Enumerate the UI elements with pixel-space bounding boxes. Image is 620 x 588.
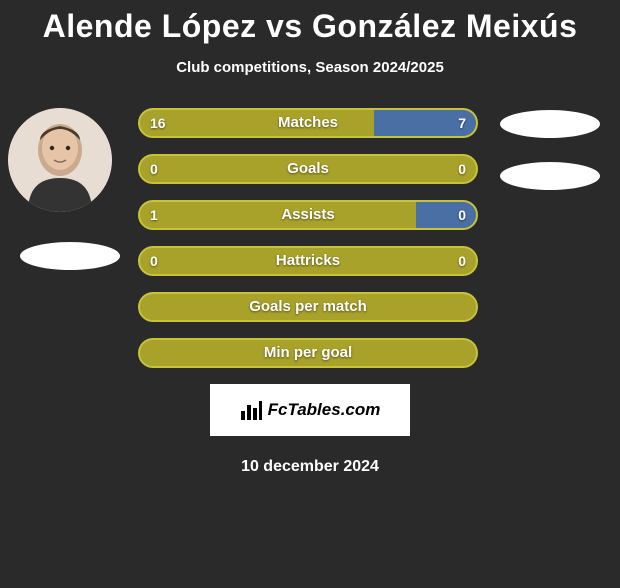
stat-label: Goals [140, 156, 476, 182]
stat-value-left: 0 [150, 156, 158, 182]
stat-row-min-per-goal: Min per goal [138, 338, 478, 368]
stat-bars: 16 Matches 7 0 Goals 0 1 Assists 0 0 Hat… [138, 108, 478, 368]
avatar-placeholder-icon [8, 108, 112, 212]
date-text: 10 december 2024 [0, 458, 620, 476]
stat-row-goals-per-match: Goals per match [138, 292, 478, 322]
bars-icon [240, 399, 262, 421]
stat-value-right: 0 [458, 202, 466, 228]
stat-value-right: 0 [458, 248, 466, 274]
stat-row-hattricks: 0 Hattricks 0 [138, 246, 478, 276]
subtitle: Club competitions, Season 2024/2025 [0, 59, 620, 76]
stat-value-right: 7 [458, 110, 466, 136]
comparison-panel: 16 Matches 7 0 Goals 0 1 Assists 0 0 Hat… [0, 108, 620, 368]
stat-label: Assists [140, 202, 476, 228]
stat-value-left: 0 [150, 248, 158, 274]
stat-label: Hattricks [140, 248, 476, 274]
logo-text: FcTables.com [268, 400, 381, 420]
player-right-avatar-placeholder [500, 110, 600, 138]
stat-value-left: 1 [150, 202, 158, 228]
stat-row-goals: 0 Goals 0 [138, 154, 478, 184]
stat-row-matches: 16 Matches 7 [138, 108, 478, 138]
stat-label: Min per goal [140, 340, 476, 366]
stat-row-assists: 1 Assists 0 [138, 200, 478, 230]
stat-value-left: 16 [150, 110, 166, 136]
stat-value-right: 0 [458, 156, 466, 182]
page-title: Alende López vs González Meixús [0, 8, 620, 45]
stat-label: Goals per match [140, 294, 476, 320]
player-left-avatar [8, 108, 112, 212]
logo-box: FcTables.com [210, 384, 410, 436]
player-right-name-bubble [500, 162, 600, 190]
player-left-name-bubble [20, 242, 120, 270]
stat-label: Matches [140, 110, 476, 136]
